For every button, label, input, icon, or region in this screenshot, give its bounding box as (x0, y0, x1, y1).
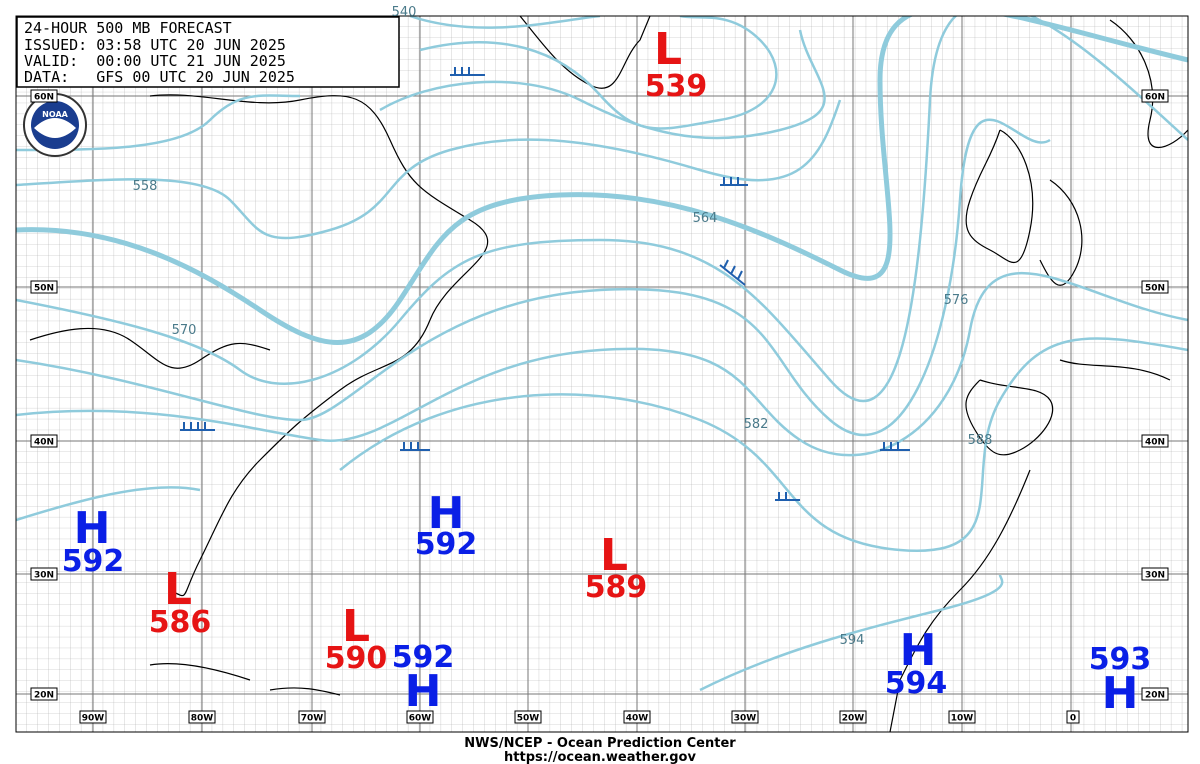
longitude-label: 90W (82, 714, 105, 724)
latitude-label-box (30, 280, 58, 294)
longitude-label: 10W (951, 714, 974, 724)
logo-text: NOAA (42, 110, 68, 119)
center-letter: L (600, 530, 628, 581)
center-letter: L (654, 24, 682, 75)
latitude-label-box (1141, 280, 1169, 294)
longitude-label: 20W (842, 714, 865, 724)
center-value: 592 (415, 527, 478, 562)
longitude-label-box (188, 710, 216, 724)
center-value: 589 (585, 570, 648, 605)
footer-agency: NWS/NCEP - Ocean Prediction Center (464, 736, 736, 751)
center-letter: H (428, 488, 465, 539)
center-value: 590 (325, 641, 388, 676)
latitude-label: 60N (1145, 93, 1165, 103)
center-letter: H (900, 625, 937, 676)
header-background (16, 16, 400, 88)
grid (16, 16, 1188, 732)
longitude-label-box (406, 710, 434, 724)
latitude-label: 50N (1145, 284, 1165, 294)
longitude-label: 50W (517, 714, 540, 724)
contour-label: 570 (172, 323, 197, 338)
longitude-label: 40W (626, 714, 649, 724)
contour-label: 594 (840, 633, 865, 648)
contour-label: 588 (968, 433, 993, 448)
center-value: 594 (885, 666, 948, 701)
longitude-label: 70W (301, 714, 324, 724)
height-contours (16, 16, 1188, 692)
center-letter: L (342, 601, 370, 652)
longitude-label: 60W (409, 714, 432, 724)
longitude-label-box (948, 710, 976, 724)
map-area (16, 16, 1188, 732)
latitude-label: 30N (34, 571, 54, 581)
longitude-label-box (839, 710, 867, 724)
latitude-label-box (30, 89, 58, 103)
header-box: 24-HOUR 500 MB FORECAST ISSUED: 03:58 UT… (16, 16, 400, 88)
contour-label: 564 (693, 211, 718, 226)
pressure-centers: L 539 H 592 L 586 H 592 L 589 L 590 H 59… (62, 24, 1152, 719)
noaa-logo: NOAA (23, 93, 87, 157)
coordinate-labels: 60N 60N 50N 50N 40N 40N 30N 30N 20N 20N 90W 80W 70W 6… (30, 89, 1169, 724)
center-value: 592 (62, 544, 125, 579)
wind-barbs (180, 67, 910, 501)
latitude-label: 40N (1145, 438, 1165, 448)
latitude-label: 40N (34, 438, 54, 448)
latitude-label: 20N (1145, 691, 1165, 701)
header-line: 24-HOUR 500 MB FORECAST (24, 19, 232, 37)
logo-bird (34, 118, 76, 138)
center-value: 592 (392, 640, 455, 675)
center-letter: H (1102, 668, 1139, 719)
latitude-label: 60N (34, 93, 54, 103)
latitude-label: 20N (34, 691, 54, 701)
center-value: 539 (645, 69, 708, 104)
longitude-label: 0 (1070, 714, 1076, 724)
footer-url: https://ocean.weather.gov (504, 750, 696, 764)
center-letter: H (405, 666, 442, 717)
latitude-label-box (1141, 89, 1169, 103)
longitude-label: 30W (734, 714, 757, 724)
longitude-label-box (1066, 710, 1080, 724)
longitude-label-box (514, 710, 542, 724)
longitude-label-box (79, 710, 107, 724)
contour-label: 582 (744, 417, 769, 432)
latitude-label-box (1141, 687, 1169, 701)
header-line: ISSUED: 03:58 UTC 20 JUN 2025 (24, 36, 286, 54)
latitude-label-box (30, 434, 58, 448)
latitude-label-box (1141, 434, 1169, 448)
longitude-label-box (731, 710, 759, 724)
center-value: 593 (1089, 642, 1152, 677)
header-line: DATA: GFS 00 UTC 20 JUN 2025 (24, 68, 295, 86)
latitude-label-box (30, 567, 58, 581)
latitude-label-box (30, 687, 58, 701)
latitude-label: 30N (1145, 571, 1165, 581)
longitude-label-box (623, 710, 651, 724)
center-letter: H (74, 503, 111, 554)
longitude-label: 80W (191, 714, 214, 724)
latitude-label: 50N (34, 284, 54, 294)
latitude-label-box (1141, 567, 1169, 581)
map-frame (15, 15, 1189, 733)
contour-label: 558 (133, 179, 158, 194)
center-value: 586 (149, 605, 212, 640)
longitude-label-box (298, 710, 326, 724)
header-line: VALID: 00:00 UTC 21 JUN 2025 (24, 52, 286, 70)
center-letter: L (164, 564, 192, 615)
contour-label: 576 (944, 293, 969, 308)
